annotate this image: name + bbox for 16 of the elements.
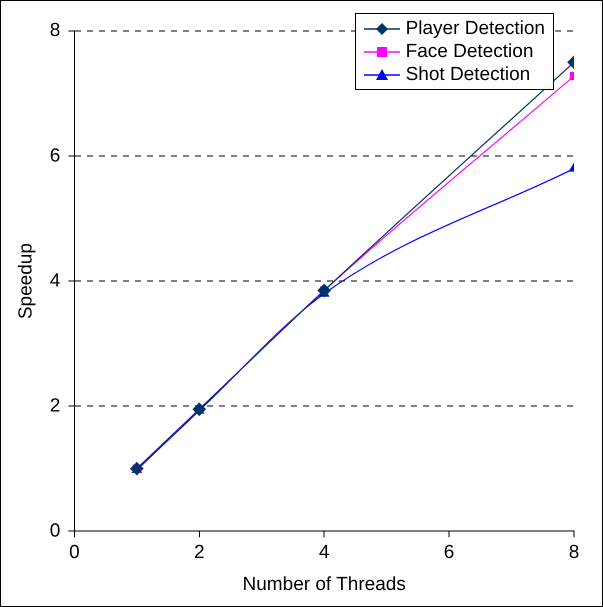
x-tick-label: 8 <box>568 542 580 563</box>
legend-label: Shot Detection <box>406 64 530 86</box>
y-tick-label: 4 <box>50 270 61 292</box>
legend-label: Player Detection <box>406 18 545 40</box>
y-tick-label: 6 <box>50 145 60 166</box>
point <box>318 284 331 298</box>
x-tick-label: 4 <box>318 542 330 563</box>
x-axis-title: Number of Threads <box>242 574 406 595</box>
x-tick-label: 2 <box>194 542 205 563</box>
legend-label: Face Detection <box>406 40 534 62</box>
y-tick-label: 0 <box>50 520 60 542</box>
y-axis-title: Speedup <box>16 243 37 320</box>
y-tick-label: 8 <box>50 20 60 42</box>
y-tick-label: 2 <box>50 395 60 416</box>
x-tick-label: 0 <box>69 542 80 563</box>
x-tick-label: 6 <box>444 542 454 563</box>
